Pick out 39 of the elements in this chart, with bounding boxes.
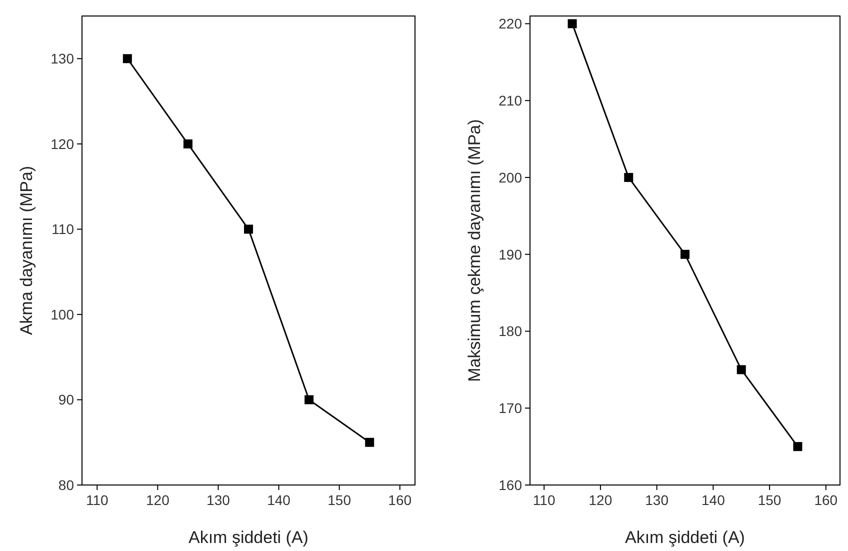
y-tick-label: 200: [498, 169, 522, 186]
x-tick-label: 150: [758, 492, 782, 508]
x-tick-label: 140: [702, 492, 726, 508]
y-tick-label: 90: [58, 392, 74, 408]
point: [736, 365, 746, 374]
point: [122, 54, 132, 64]
y-tick-label: 130: [50, 50, 74, 67]
y-axis-title: Akma dayanımı (MPa): [17, 166, 36, 336]
x-tick-label: 110: [532, 492, 556, 508]
x-tick-label: 160: [814, 492, 838, 508]
x-tick-label: 110: [86, 492, 109, 508]
y-tick-label: 180: [498, 323, 522, 340]
y-tick-label: 210: [498, 92, 522, 109]
x-axis-title: Akım şiddeti (A): [625, 528, 745, 547]
x-tick-label: 130: [206, 492, 230, 508]
y-tick-label: 160: [498, 477, 522, 493]
point: [365, 438, 374, 447]
y-tick-label: 120: [50, 136, 74, 152]
point: [624, 172, 634, 182]
x-tick-label: 160: [388, 492, 412, 508]
y-axis-title: Maksimum çekme dayanımı (MPa): [465, 119, 484, 382]
y-tick-label: 100: [50, 306, 74, 322]
x-tick-label: 120: [146, 492, 170, 508]
y-tick-label: 220: [498, 16, 522, 32]
x-tick-label: 140: [267, 492, 291, 508]
point: [680, 250, 690, 259]
x-tick-label: 150: [328, 492, 352, 508]
point: [568, 19, 577, 28]
point: [793, 442, 802, 452]
y-tick-label: 170: [498, 400, 522, 416]
x-axis-title: Akım şiddeti (A): [188, 528, 308, 547]
y-tick-label: 190: [498, 246, 522, 262]
y-tick-label: 110: [52, 221, 74, 238]
x-tick-label: 120: [588, 492, 612, 508]
x-tick-label: 130: [645, 492, 669, 508]
point: [304, 395, 314, 404]
point: [183, 139, 192, 148]
y-tick-label: 80: [58, 477, 74, 493]
point: [244, 224, 253, 234]
